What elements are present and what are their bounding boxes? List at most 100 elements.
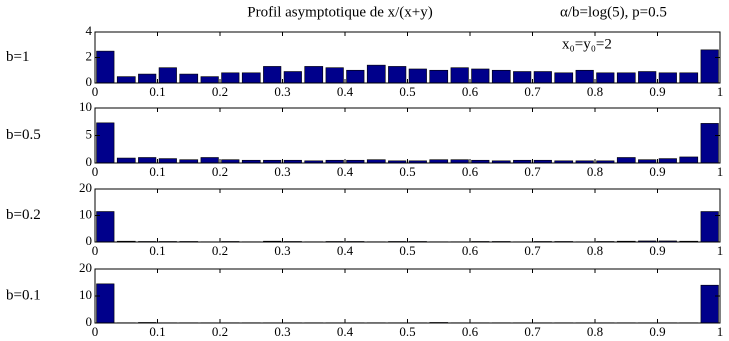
x-tick-label: 0.3 <box>274 324 290 339</box>
axes-box <box>94 107 721 164</box>
bar <box>263 66 282 84</box>
x-tick-label: 0.8 <box>587 243 603 258</box>
x-tick-label: 0.5 <box>399 164 415 179</box>
bar <box>388 66 407 84</box>
bar <box>200 157 219 164</box>
annotation: α/b=log(5), p=0.5 <box>560 4 667 20</box>
bar <box>679 156 699 164</box>
x-tick-label: 0.6 <box>462 84 479 99</box>
axes-box <box>94 268 721 324</box>
bar <box>346 69 365 84</box>
bar <box>366 64 386 84</box>
x-tick-label: 0.8 <box>587 164 603 179</box>
x-tick-label: 0.2 <box>212 243 228 258</box>
bar <box>116 76 136 84</box>
bar <box>658 158 677 164</box>
x-tick-label: 0.5 <box>399 84 415 99</box>
x-tick-label: 0.4 <box>337 84 354 99</box>
bar <box>700 284 719 324</box>
bar <box>616 72 636 84</box>
y-tick-label: 0 <box>86 154 93 169</box>
x-tick-label: 0.3 <box>274 164 290 179</box>
bar <box>158 67 177 84</box>
bar <box>429 69 449 84</box>
x-tick-label: 0.5 <box>399 243 415 258</box>
row-label: b=0.5 <box>6 127 41 143</box>
x-tick-label: 0.1 <box>149 324 165 339</box>
bar <box>325 67 344 84</box>
y-tick-label: 10 <box>79 206 92 221</box>
row-label: b=0.2 <box>6 207 41 223</box>
bar <box>700 211 719 243</box>
y-tick-label: 10 <box>79 99 92 114</box>
bar <box>408 68 427 84</box>
y-tick-label: 10 <box>79 287 92 302</box>
y-tick-label: 5 <box>86 126 93 141</box>
y-tick-label: 4 <box>86 23 93 38</box>
bar <box>138 73 157 84</box>
bar <box>491 69 511 84</box>
axes-box <box>94 188 721 243</box>
bar <box>96 283 115 324</box>
x-tick-label: 0 <box>92 324 99 339</box>
bar <box>96 211 115 243</box>
row-label: b=1 <box>6 49 29 65</box>
x-tick-label: 0.8 <box>587 324 603 339</box>
bar <box>513 71 532 84</box>
bar <box>658 72 677 84</box>
row-label: b=0.1 <box>6 287 41 303</box>
x-tick-label: 0.7 <box>524 164 541 179</box>
bar <box>283 71 302 84</box>
annotation: x₀=y₀=2 <box>562 36 612 52</box>
x-tick-label: 0.7 <box>524 84 541 99</box>
x-tick-label: 0.9 <box>649 84 665 99</box>
x-tick-label: 0.5 <box>399 324 415 339</box>
bar <box>200 76 219 84</box>
x-tick-label: 0.7 <box>524 324 541 339</box>
x-tick-label: 0.6 <box>462 243 479 258</box>
chart-title: Profil asymptotique de x/(x+y) <box>247 4 433 20</box>
x-tick-label: 0.6 <box>462 164 479 179</box>
bar <box>304 66 324 84</box>
x-tick-label: 0.7 <box>524 243 541 258</box>
bar <box>700 49 719 84</box>
x-tick-label: 0.3 <box>274 243 290 258</box>
x-tick-label: 0.4 <box>337 324 354 339</box>
bar <box>179 73 199 84</box>
y-tick-label: 20 <box>79 180 92 195</box>
y-tick-label: 0 <box>86 74 93 89</box>
y-tick-label: 2 <box>86 48 93 63</box>
x-tick-label: 0 <box>92 164 99 179</box>
bar <box>158 158 177 164</box>
x-tick-label: 0 <box>92 243 99 258</box>
bar <box>596 72 615 84</box>
x-tick-label: 1 <box>717 84 724 99</box>
x-tick-label: 0.6 <box>462 324 479 339</box>
x-tick-label: 0.9 <box>649 243 665 258</box>
x-tick-label: 0.4 <box>337 243 354 258</box>
x-tick-label: 0.2 <box>212 84 228 99</box>
bar <box>638 71 657 84</box>
bar <box>241 72 261 84</box>
bar <box>533 71 552 84</box>
x-tick-label: 0.1 <box>149 84 165 99</box>
y-tick-label: 0 <box>86 314 93 329</box>
bar <box>679 72 699 84</box>
bar <box>96 122 115 164</box>
x-tick-label: 0.1 <box>149 164 165 179</box>
x-tick-label: 0.2 <box>212 324 228 339</box>
x-tick-label: 0.3 <box>274 84 290 99</box>
x-tick-label: 0.2 <box>212 164 228 179</box>
bar <box>575 69 594 84</box>
bar <box>96 50 115 84</box>
y-tick-label: 0 <box>86 233 93 248</box>
x-tick-label: 0.4 <box>337 164 354 179</box>
bar <box>554 72 574 84</box>
x-tick-label: 1 <box>717 324 724 339</box>
y-tick-label: 20 <box>79 260 92 275</box>
x-tick-label: 1 <box>717 164 724 179</box>
bar <box>221 72 240 84</box>
bar <box>471 68 490 84</box>
